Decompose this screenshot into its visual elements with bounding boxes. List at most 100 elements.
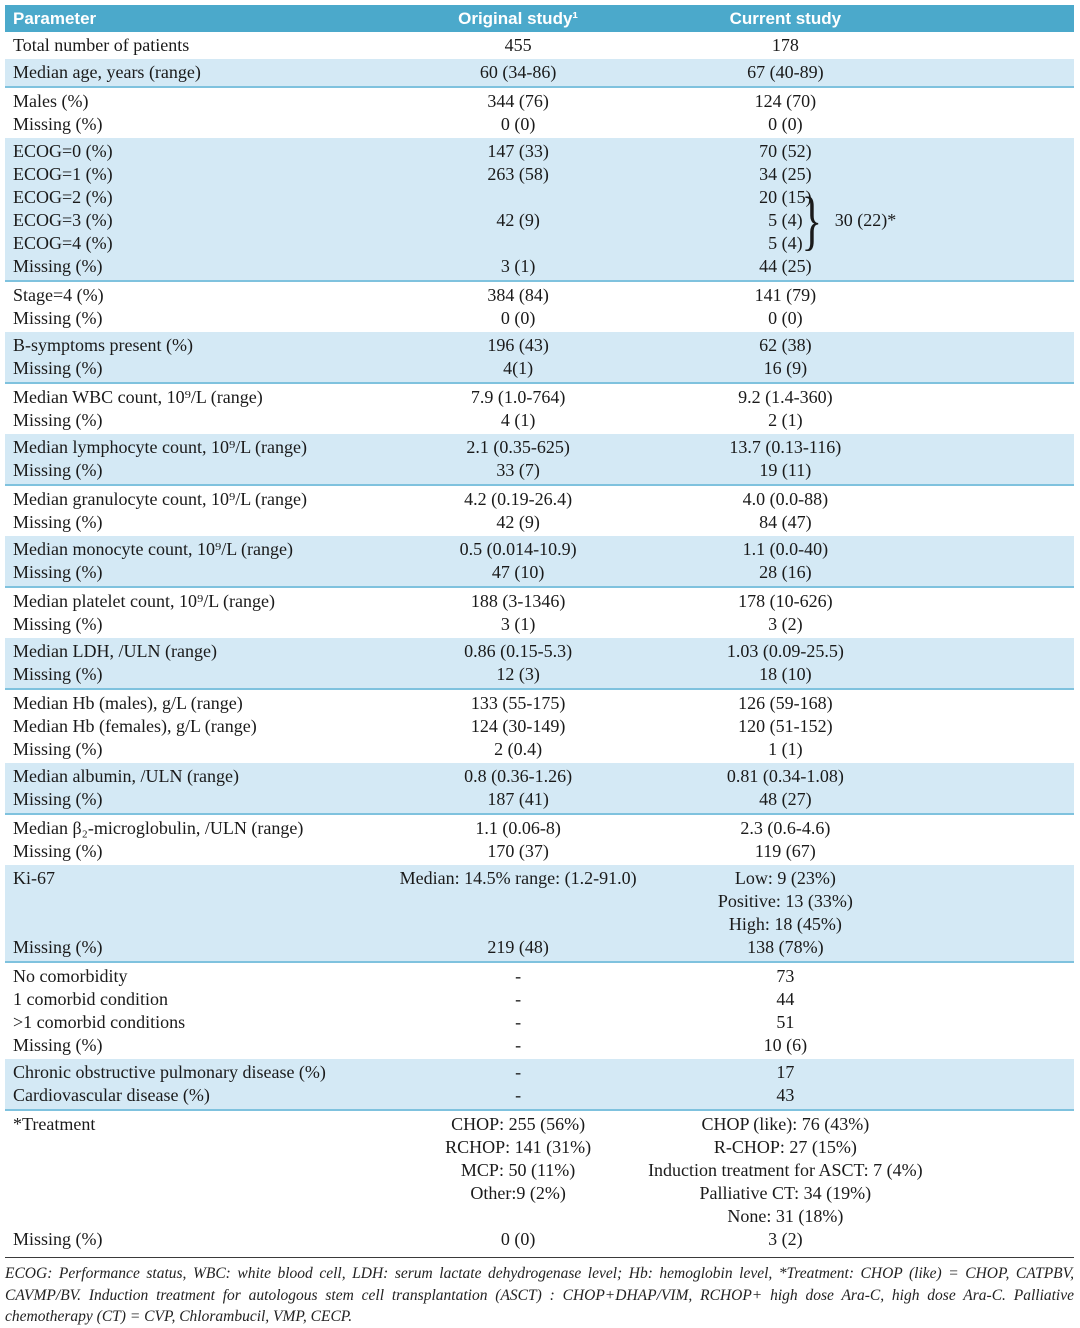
table-section: Total number of patients 455 178 (5, 32, 1074, 59)
current-value-cell: Positive: 13 (33%) (717, 891, 853, 911)
parameter-cell: Median age, years (range) (13, 62, 201, 82)
original-value-cell (390, 890, 647, 913)
table-row: No comorbidity - 73 (5, 965, 1074, 988)
parameter-cell: ECOG=2 (%) (13, 187, 113, 207)
table-row: Median lymphocyte count, 10⁹/L (range) 2.… (5, 436, 1074, 459)
original-value-cell: MCP: 50 (11%) (460, 1160, 576, 1180)
table-section: Median β₂-microglobulin, /ULN (range) 1.1… (5, 815, 1074, 865)
row-spacer (924, 1205, 1074, 1228)
table-row: ECOG=1 (%) 263 (58) 34 (25) (5, 163, 1074, 186)
parameter-cell: Missing (%) (13, 114, 103, 134)
current-value-cell: 43 (776, 1085, 795, 1105)
parameter-cell: Median β₂-microglobulin, /ULN (range) (13, 818, 304, 838)
table-row: Missing (%) 4(1) 16 (9) (5, 357, 1074, 380)
current-value-cell: 178 (771, 35, 799, 55)
original-value-cell: - (515, 1035, 522, 1055)
row-spacer (924, 1136, 1074, 1159)
row-spacer (924, 232, 1074, 255)
table-row: Missing (%) 219 (48) 138 (78%) (5, 936, 1074, 959)
table-section: No comorbidity - 73 1 comorbid condition - 44… (5, 963, 1074, 1059)
table-row: Median β₂-microglobulin, /ULN (range) 1.1… (5, 817, 1074, 840)
original-value-cell: CHOP: 255 (56%) (451, 1114, 586, 1134)
row-spacer (924, 186, 1074, 209)
table-row: Median monocyte count, 10⁹/L (range) 0.5 … (5, 538, 1074, 561)
table-section: Median WBC count, 10⁹/L (range) 7.9 (1.0-… (5, 384, 1074, 434)
table-row: ECOG=3 (%) 42 (9) 5 (4) (5, 209, 1074, 232)
original-value-cell: - (515, 1062, 522, 1082)
table-row: Other:9 (2%) Palliative CT: 34 (19%) (5, 1182, 1074, 1205)
current-value-cell: 70 (52) (759, 141, 812, 161)
current-value-cell: 1.1 (0.0-40) (742, 539, 829, 559)
parameter-cell: ECOG=3 (%) (13, 210, 113, 230)
parameter-cell: Median Hb (males), g/L (range) (13, 693, 243, 713)
current-value-cell: 119 (67) (754, 841, 816, 861)
original-value-cell: 170 (37) (487, 841, 549, 861)
table-row: Median albumin, /ULN (range) 0.8 (0.36-1.… (5, 765, 1074, 788)
parameter-cell (5, 890, 390, 913)
table-row: Median Hb (females), g/L (range) 124 (30-… (5, 715, 1074, 738)
current-value-cell: 138 (78%) (747, 937, 824, 957)
current-value-cell: 141 (79) (754, 285, 817, 305)
original-value-cell: 60 (34-86) (479, 62, 557, 82)
parameter-cell: Missing (%) (13, 664, 103, 684)
parameter-cell: Ki-67 (13, 868, 55, 888)
original-value-cell: 4(1) (503, 358, 534, 378)
table-row: Missing (%) 170 (37) 119 (67) (5, 840, 1074, 863)
table-row: B-symptoms present (%) 196 (43) 62 (38) (5, 334, 1074, 357)
row-spacer (924, 788, 1074, 811)
row-spacer (924, 988, 1074, 1011)
table-row: Median granulocyte count, 10⁹/L (range) 4… (5, 488, 1074, 511)
table-body: Total number of patients 455 178 Median age… (5, 32, 1074, 1253)
current-value-cell: 28 (16) (759, 562, 812, 582)
current-value-cell: 178 (10-626) (738, 591, 833, 611)
current-value-cell: 124 (70) (754, 91, 817, 111)
row-spacer (924, 590, 1074, 613)
current-value-cell: 3 (2) (768, 1229, 803, 1249)
current-value-cell: 19 (11) (759, 460, 812, 480)
table-row: Positive: 13 (33%) (5, 890, 1074, 913)
table-row: Missing (%) - 10 (6) (5, 1034, 1074, 1057)
original-value-cell: 0.86 (0.15-5.3) (464, 641, 573, 661)
original-value-cell: 42 (9) (496, 512, 540, 532)
parameter-cell: Median LDH, /ULN (range) (13, 641, 217, 661)
parameter-cell (5, 1182, 390, 1205)
table-section: B-symptoms present (%) 196 (43) 62 (38) Mis… (5, 332, 1074, 384)
row-spacer (924, 867, 1074, 890)
original-value-cell: 3 (1) (500, 256, 536, 276)
original-value-cell: - (515, 989, 522, 1009)
table-row: Chronic obstructive pulmonary disease (%… (5, 1061, 1074, 1084)
current-value-cell: 48 (27) (759, 789, 812, 809)
parameter-cell: Median WBC count, 10⁹/L (range) (13, 387, 263, 407)
table-row: 1 comorbid condition - 44 (5, 988, 1074, 1011)
original-value-cell: 196 (43) (487, 335, 549, 355)
parameter-cell: Missing (%) (13, 841, 103, 861)
parameter-cell: Median Hb (females), g/L (range) (13, 716, 257, 736)
parameter-cell: Missing (%) (13, 512, 103, 532)
table-footnote: ECOG: Performance status, WBC: white blo… (5, 1257, 1074, 1328)
table-section: Males (%) 344 (76) 124 (70) Missing (%) 0 (0… (5, 88, 1074, 138)
original-value-cell: 4 (1) (500, 410, 536, 430)
table-row: RCHOP: 141 (31%) R-CHOP: 27 (15%) (5, 1136, 1074, 1159)
table-row: Missing (%) 2 (0.4) 1 (1) (5, 738, 1074, 761)
row-spacer (924, 936, 1074, 959)
row-spacer (924, 561, 1074, 584)
row-spacer (924, 817, 1074, 840)
original-value-cell: 384 (84) (487, 285, 549, 305)
current-value-cell: 13.7 (0.13-116) (729, 437, 842, 457)
row-spacer (924, 1113, 1074, 1136)
row-spacer (924, 34, 1074, 57)
row-spacer (924, 436, 1074, 459)
row-spacer (924, 1061, 1074, 1084)
current-value-cell: 1 (1) (768, 739, 803, 759)
row-spacer (924, 1084, 1074, 1107)
current-value-cell: 3 (2) (768, 614, 803, 634)
current-value-cell: 16 (9) (763, 358, 808, 378)
original-value-cell: 344 (76) (487, 91, 549, 111)
original-value-cell: Median: 14.5% range: (1.2-91.0) (399, 868, 637, 888)
table-row: High: 18 (45%) (5, 913, 1074, 936)
current-value-cell: 1.03 (0.09-25.5) (726, 641, 844, 661)
row-spacer (924, 840, 1074, 863)
original-value-cell: - (515, 1012, 522, 1032)
parameter-cell: Missing (%) (13, 937, 103, 957)
original-value-cell: - (515, 966, 522, 986)
